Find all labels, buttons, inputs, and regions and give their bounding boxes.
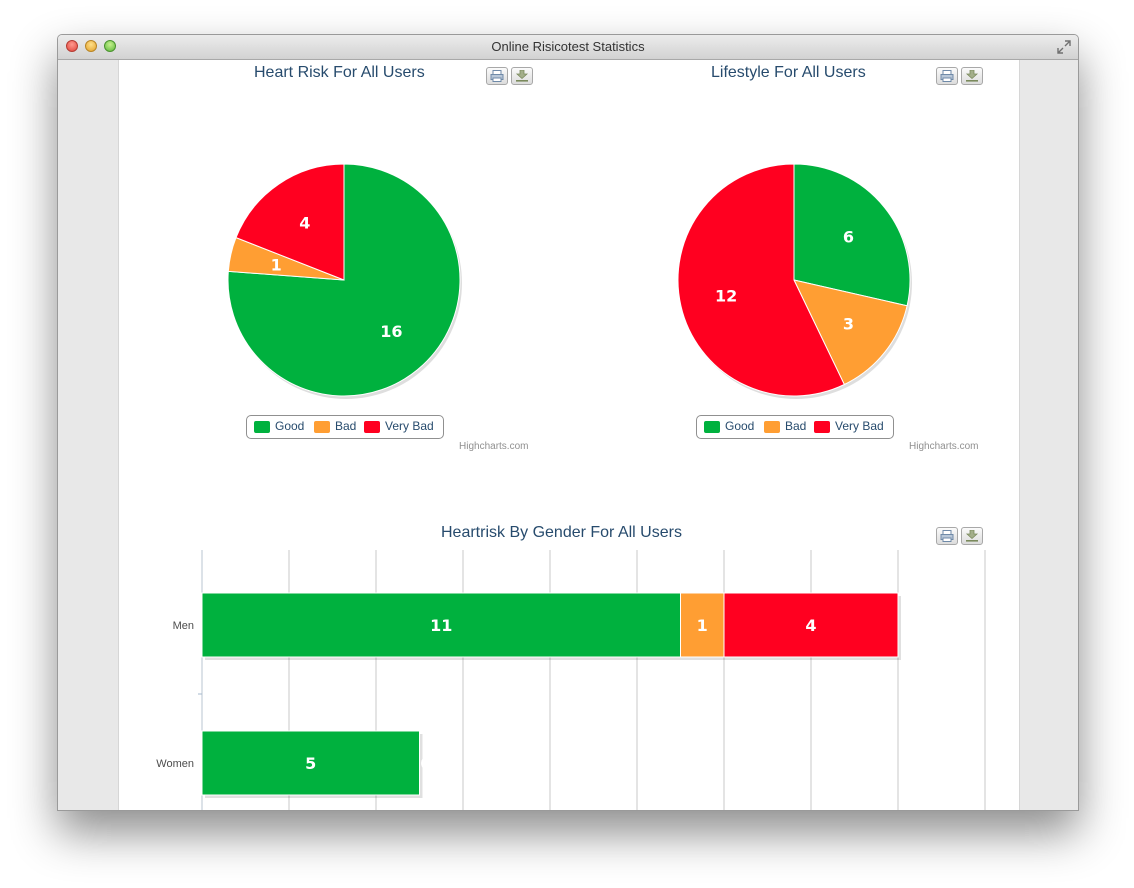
- heart-credits[interactable]: Highcharts.com: [459, 441, 529, 452]
- zoom-button[interactable]: [104, 40, 116, 52]
- legend-label-good: Good: [725, 419, 755, 433]
- statistics-page: Heart Risk For All Users 16 1 4 Good: [118, 60, 1020, 810]
- fullscreen-icon[interactable]: [1056, 39, 1072, 55]
- lifestyle-chart-title: Lifestyle For All Users: [711, 64, 866, 81]
- category-label-men: Men: [173, 620, 194, 632]
- legend-label-very-bad: Very Bad: [835, 419, 884, 433]
- bar-label-women-bad: 0: [421, 754, 432, 773]
- bar-women-good[interactable]: [201, 730, 420, 796]
- bar-label-women-good: 5: [305, 754, 316, 773]
- legend-swatch-good: [704, 421, 720, 433]
- print-icon: [940, 530, 954, 542]
- lifestyle-label-bad: 3: [843, 314, 854, 333]
- category-label-women: Women: [156, 758, 194, 770]
- bar-label-men-good: 11: [430, 616, 452, 635]
- legend-label-good: Good: [275, 419, 305, 433]
- print-icon: [490, 70, 504, 82]
- bar-men-bad[interactable]: [680, 592, 725, 658]
- heart-legend: Good Bad Very Bad: [246, 415, 444, 439]
- bar-label-men-very-bad: 4: [805, 616, 816, 635]
- close-button[interactable]: [66, 40, 78, 52]
- legend-label-very-bad: Very Bad: [385, 419, 434, 433]
- heart-print-button[interactable]: [486, 67, 508, 85]
- title-bar: Online Risicotest Statistics: [58, 35, 1078, 60]
- lifestyle-export-button[interactable]: [961, 67, 983, 85]
- app-window: Online Risicotest Statistics Heart Risk …: [57, 34, 1079, 811]
- heart-label-good: 16: [380, 322, 402, 341]
- legend-swatch-bad: [764, 421, 780, 433]
- download-icon: [515, 70, 529, 82]
- bar-men-very-bad[interactable]: [723, 592, 899, 658]
- download-icon: [965, 530, 979, 542]
- lifestyle-slice-good[interactable]: [793, 163, 911, 307]
- lifestyle-label-good: 6: [843, 228, 854, 247]
- heart-slice-very-bad[interactable]: [235, 163, 345, 281]
- legend-label-bad: Bad: [785, 419, 807, 433]
- window-title: Online Risicotest Statistics: [491, 39, 645, 54]
- minimize-button[interactable]: [85, 40, 97, 52]
- gender-print-button[interactable]: [936, 527, 958, 545]
- bar-label-men-bad: 1: [697, 616, 708, 635]
- lifestyle-print-button[interactable]: [936, 67, 958, 85]
- heart-slice-good[interactable]: [227, 163, 461, 397]
- bar-label-women-very-bad: 0: [421, 754, 432, 773]
- lifestyle-legend: Good Bad Very Bad: [696, 415, 894, 439]
- bar-men-good[interactable]: [201, 592, 681, 658]
- legend-swatch-very-bad: [814, 421, 830, 433]
- print-icon: [940, 70, 954, 82]
- heart-label-very-bad: 4: [299, 213, 310, 232]
- lifestyle-slice-bad[interactable]: [793, 279, 908, 386]
- download-icon: [965, 70, 979, 82]
- legend-swatch-bad: [314, 421, 330, 433]
- heart-risk-chart-title: Heart Risk For All Users: [254, 64, 425, 81]
- lifestyle-credits[interactable]: Highcharts.com: [909, 441, 979, 452]
- legend-swatch-good: [254, 421, 270, 433]
- legend-swatch-very-bad: [364, 421, 380, 433]
- heart-export-button[interactable]: [511, 67, 533, 85]
- gender-export-button[interactable]: [961, 527, 983, 545]
- heart-label-bad: 1: [271, 256, 282, 275]
- legend-label-bad: Bad: [335, 419, 357, 433]
- gender-chart-title: Heartrisk By Gender For All Users: [441, 524, 682, 541]
- lifestyle-slice-very-bad[interactable]: [677, 163, 845, 397]
- lifestyle-pie: 6 3 12: [677, 163, 912, 399]
- lifestyle-label-very-bad: 12: [715, 286, 737, 305]
